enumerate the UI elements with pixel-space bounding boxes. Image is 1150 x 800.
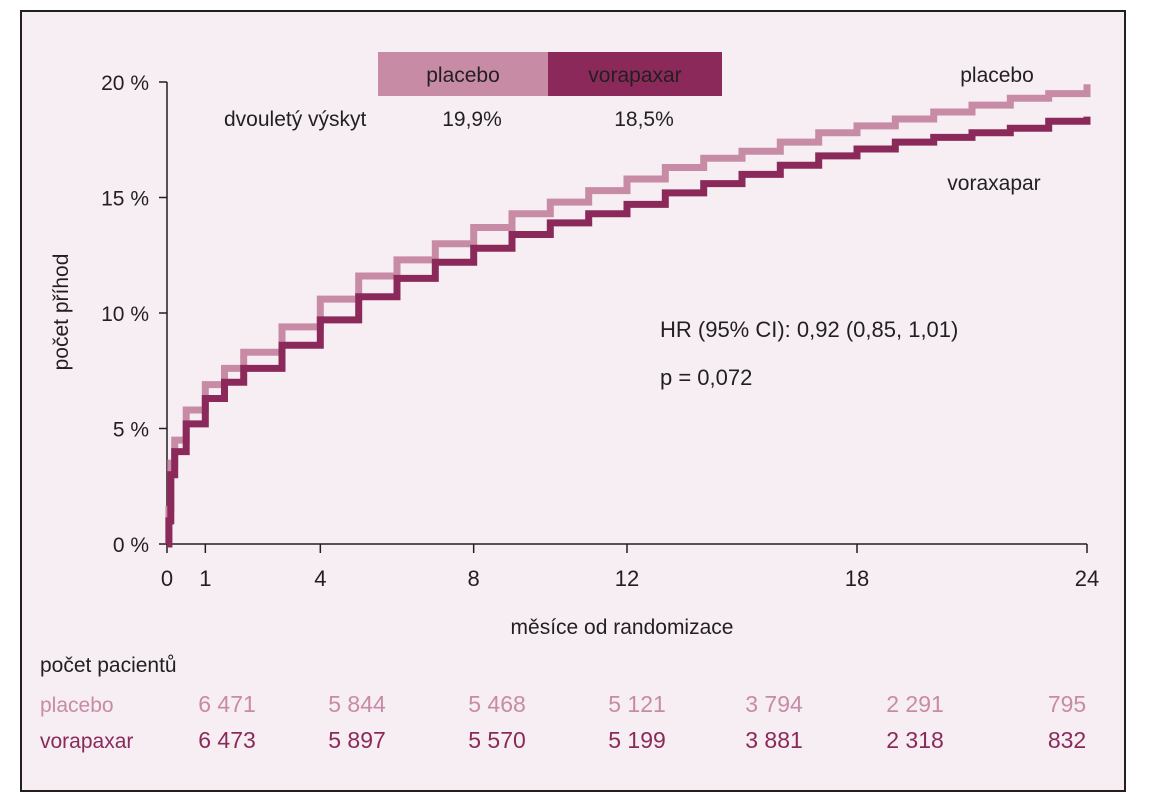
series-line-placebo xyxy=(165,84,1091,548)
risk-row-label: vorapaxar xyxy=(40,730,133,753)
risk-table-title: počet pacientů xyxy=(40,654,177,677)
legend-header-vorapaxar: vorapaxar xyxy=(588,64,681,87)
legend-value-vorapaxar: 18,5% xyxy=(614,108,674,131)
p-value-annotation: p = 0,072 xyxy=(660,365,752,390)
y-tick-label: 10 % xyxy=(101,303,149,326)
risk-cell: 5 121 xyxy=(608,691,666,717)
risk-cell: 2 318 xyxy=(886,727,944,753)
risk-cell: 5 199 xyxy=(608,727,666,753)
y-tick-label: 0 % xyxy=(113,534,149,557)
series-label-placebo: placebo xyxy=(960,64,1034,87)
series-label-voraxapar: voraxapar xyxy=(947,172,1040,195)
risk-cell: 795 xyxy=(1048,691,1086,717)
risk-cell: 5 844 xyxy=(328,691,386,717)
risk-table: počet pacientů placebo 6 471 5 844 5 468 5 1… xyxy=(40,654,1086,753)
risk-cell: 5 468 xyxy=(468,691,526,717)
risk-cell: 6 473 xyxy=(198,727,256,753)
x-tick-label: 12 xyxy=(615,566,639,591)
chart-svg: 0 % 5 % 10 % 15 % 20 % 0 1 4 8 12 18 24 počet příh… xyxy=(40,52,1099,753)
legend-row-label: dvouletý výskyt xyxy=(224,108,367,131)
risk-cell: 2 291 xyxy=(886,691,944,717)
risk-row-label: placebo xyxy=(40,694,114,717)
x-tick-label: 18 xyxy=(845,566,869,591)
y-axis-label: počet příhod xyxy=(50,254,73,371)
y-tick-label: 15 % xyxy=(101,188,149,211)
legend-header-placebo: placebo xyxy=(426,64,500,87)
risk-cell: 5 570 xyxy=(468,727,526,753)
y-ticks: 0 % 5 % 10 % 15 % 20 % xyxy=(101,72,167,557)
x-tick-label: 24 xyxy=(1075,566,1099,591)
legend-header-placebo-box xyxy=(378,52,548,96)
series-line-voraxapar xyxy=(165,116,1091,548)
x-tick-label: 1 xyxy=(199,566,211,591)
series-layer xyxy=(165,84,1091,548)
legend-box: placebo vorapaxar dvouletý výskyt 19,9% … xyxy=(224,52,722,131)
x-ticks: 0 1 4 8 12 18 24 xyxy=(161,544,1099,591)
y-tick-label: 5 % xyxy=(113,419,149,442)
x-axis-label: měsíce od randomizace xyxy=(511,616,734,639)
legend-value-placebo: 19,9% xyxy=(442,108,502,131)
hr-annotation: HR (95% CI): 0,92 (0,85, 1,01) xyxy=(660,317,958,342)
risk-cell: 3 881 xyxy=(745,727,803,753)
legend-header-vorapaxar-box xyxy=(548,52,722,96)
risk-cell: 3 794 xyxy=(745,691,803,717)
risk-cell: 832 xyxy=(1048,727,1086,753)
risk-cell: 5 897 xyxy=(328,727,386,753)
risk-cell: 6 471 xyxy=(198,691,256,717)
y-tick-label: 20 % xyxy=(101,72,149,95)
x-tick-label: 4 xyxy=(314,566,326,591)
x-tick-label: 8 xyxy=(468,566,480,591)
x-tick-label: 0 xyxy=(161,566,173,591)
chart-figure: 0 % 5 % 10 % 15 % 20 % 0 1 4 8 12 18 24 počet příh… xyxy=(20,10,1126,792)
